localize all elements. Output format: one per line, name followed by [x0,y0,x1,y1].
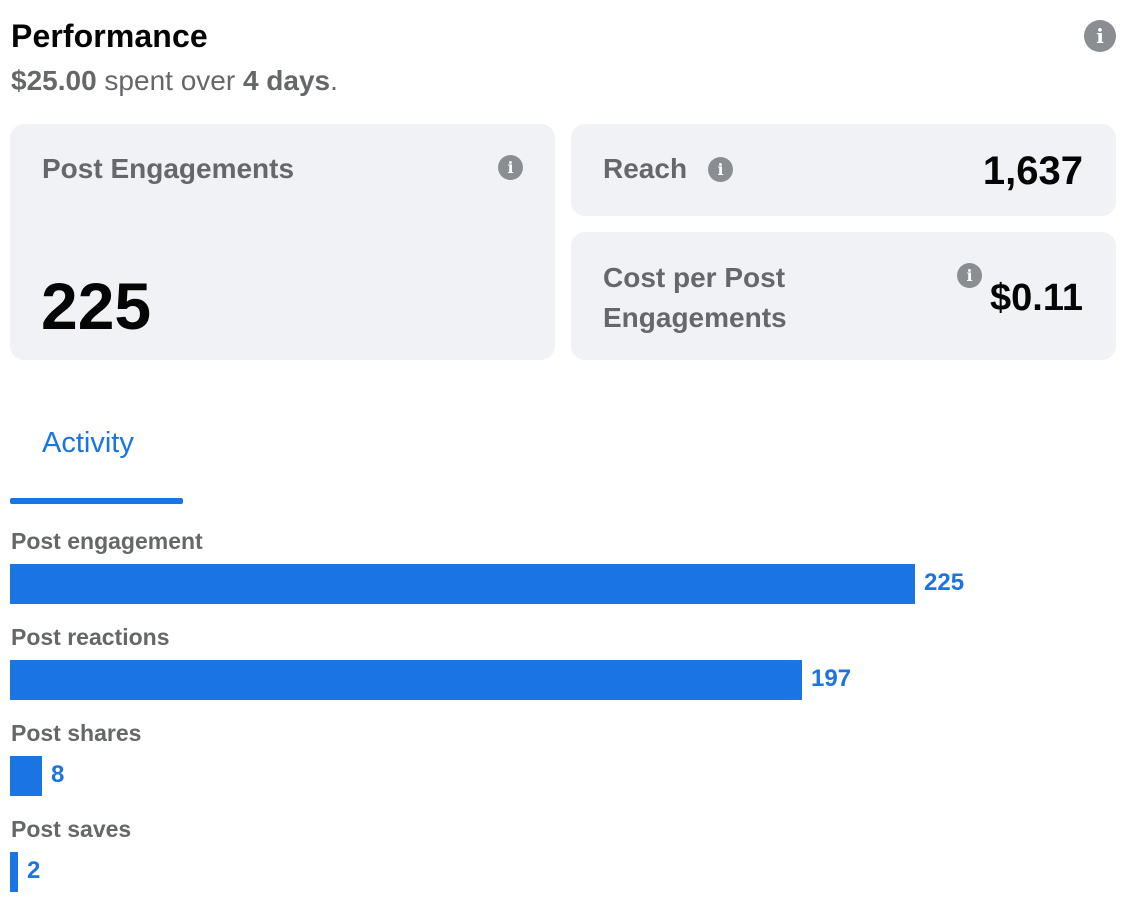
bar-label: Post engagement [11,528,203,554]
spend-summary: $25.00 spent over 4 days. [11,65,338,97]
bar-row: Post shares 8 [10,720,1120,816]
bar-row: Post saves 2 [10,816,1120,902]
reach-label: Reach [603,153,688,184]
spend-duration: 4 days [242,65,331,96]
bar-row: Post reactions 197 [10,624,1120,720]
cost-per-engagement-label: Cost per Post Engagements [603,262,787,333]
cost-per-engagement-card: Cost per Post Engagements i $0.11 [571,232,1116,360]
bar-value-label: 8 [51,761,65,788]
post-engagements-label: Post Engagements [42,153,295,184]
performance-header: Performance $25.00 spent over 4 days. i [11,16,1119,100]
bar [10,852,18,892]
tab-activity[interactable]: Activity [10,420,183,504]
spend-text: spent over [96,65,243,96]
bar-label: Post reactions [11,624,170,650]
bar-track: 8 [10,756,1120,796]
bar-value-label: 225 [924,569,965,596]
spend-amount: $25.00 [11,65,97,96]
reach-value: 1,637 [982,149,1083,193]
reach-card: Reach i 1,637 [571,124,1116,216]
spend-period: . [330,65,338,96]
reach-info-icon[interactable]: i [708,157,733,182]
cost-per-engagement-value: $0.11 [990,277,1083,319]
tab-activity-label: Activity [42,427,134,459]
tab-active-indicator [10,498,183,504]
bar-row: Post engagement 225 [10,528,1120,624]
bar [10,660,802,700]
post-engagements-card: Post Engagements i 225 [10,124,555,360]
bar [10,756,42,796]
page-title: Performance [11,18,208,54]
bar-track: 225 [10,564,1120,604]
bar-value-label: 197 [811,665,852,692]
bar-track: 197 [10,660,1120,700]
bar-label: Post shares [11,720,142,746]
bar-label: Post saves [11,816,132,842]
post-engagements-value: 225 [41,269,152,343]
bar-track: 2 [10,852,1120,892]
bar [10,564,915,604]
bar-value-label: 2 [27,857,41,884]
performance-info-icon[interactable]: i [1084,20,1116,52]
cost-per-engagement-info-icon[interactable]: i [957,263,982,288]
post-engagements-info-icon[interactable]: i [498,155,523,180]
